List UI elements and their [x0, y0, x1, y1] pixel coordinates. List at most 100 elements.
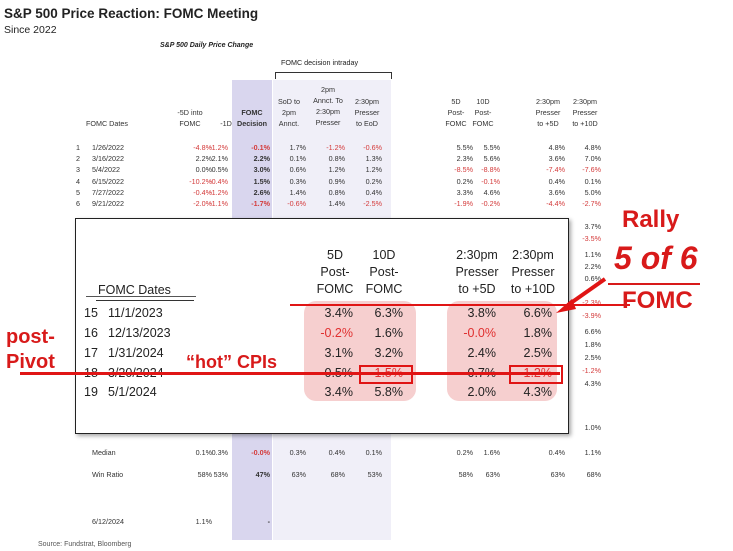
panel-cell-d5: -0.2%: [320, 326, 353, 340]
intraday-bracket: [275, 72, 392, 79]
edge-cell: 1.1%: [584, 250, 601, 259]
hot-cpi-line: [20, 372, 560, 375]
table-cell: 5.0%: [584, 188, 601, 197]
edge-cell: -3.9%: [582, 311, 601, 320]
summary-cell: 58%: [197, 470, 212, 479]
panel-cell-d5: 3.4%: [324, 306, 354, 320]
edge-cell: 4.3%: [584, 379, 601, 388]
edge-cell: 6.6%: [584, 327, 601, 336]
table-subtitle: S&P 500 Daily Price Change: [160, 42, 254, 49]
panel-cell-p10: 1.8%: [523, 326, 553, 340]
page-subtitle: Since 2022: [4, 24, 57, 36]
intraday-header: FOMC decision intraday: [281, 58, 359, 67]
callout-hot-cpis: “hot” CPIs: [186, 352, 278, 372]
panel-cell-d5: 3.1%: [324, 346, 354, 360]
table-cell: -4.4%: [546, 199, 565, 208]
summary-cell: 0.1%: [365, 448, 382, 457]
hdr-minus1d: -1D: [220, 119, 232, 128]
table-cell: 1.2%: [365, 165, 382, 174]
last-row-cell: 1.1%: [195, 517, 212, 526]
panel-cell-d5: 3.4%: [324, 385, 354, 399]
panel-cell-d10: 3.2%: [374, 346, 404, 360]
title-text: S&P 500 Price Reaction: FOMC Meeting: [4, 6, 259, 21]
page-title: S&P 500 Price Reaction: FOMC Meeting: [4, 6, 258, 21]
table-cell: 1.4%: [328, 199, 345, 208]
table-cell: 0.9%: [328, 177, 345, 186]
row-date: 9/21/2022: [92, 199, 124, 208]
edge-cell: 1.8%: [584, 340, 601, 349]
panel-cell-p10: 4.3%: [523, 385, 553, 399]
table-cell: 0.4%: [548, 177, 565, 186]
panel-row-date: 11/1/2023: [108, 306, 163, 320]
last-row-date: 6/12/2024: [92, 517, 124, 526]
table-cell: -1.2%: [209, 143, 228, 152]
table-cell: 2.2%: [253, 154, 270, 163]
table-cell: 3.0%: [253, 165, 270, 174]
dates-underline: [96, 300, 194, 301]
row-date: 6/15/2022: [92, 177, 124, 186]
edge-cell: -1.2%: [582, 366, 601, 375]
row-number: 5: [76, 188, 80, 197]
callout-post: post-: [6, 326, 55, 348]
row-number: 2: [76, 154, 80, 163]
edge-cell: -3.5%: [582, 234, 601, 243]
table-cell: 4.8%: [548, 143, 565, 152]
panel-row-number: 16: [84, 326, 98, 340]
callout-pivot: Pivot: [6, 351, 55, 373]
row-number: 3: [76, 165, 80, 174]
callout-rally: Rally: [622, 206, 680, 233]
table-cell: 5.5%: [456, 143, 473, 152]
callout-divider: [608, 283, 700, 285]
table-cell: -1.2%: [326, 143, 345, 152]
table-cell: 0.0%: [195, 165, 212, 174]
panel-cell-d10: 1.6%: [374, 326, 404, 340]
table-cell: 0.6%: [289, 165, 306, 174]
row-date: 1/26/2022: [92, 143, 124, 152]
panel-cell-p10: 2.5%: [523, 346, 553, 360]
source-note: Source: Fundstrat, Bloomberg: [38, 541, 132, 548]
table-cell: -1.1%: [209, 199, 228, 208]
edge-cell: 3.7%: [584, 222, 601, 231]
panel-row-number: 19: [84, 385, 98, 399]
table-cell: 2.3%: [456, 154, 473, 163]
table-cell: 0.1%: [289, 154, 306, 163]
row-date: 5/4/2022: [92, 165, 120, 174]
panel-row-number: 15: [84, 306, 98, 320]
dates-baseline: [86, 296, 196, 297]
table-cell: -0.1%: [251, 143, 270, 152]
table-cell: -2.7%: [582, 199, 601, 208]
hdr-minus5d: -5D into FOMC: [177, 108, 203, 128]
summary-cell: 63%: [550, 470, 565, 479]
table-cell: -8.8%: [481, 165, 500, 174]
panel-cell-p10: 6.6%: [523, 306, 553, 320]
panel-row-date: 12/13/2023: [108, 326, 171, 340]
arrow-icon: [556, 277, 607, 313]
table-cell: 2.6%: [253, 188, 270, 197]
summary-cell: 0.2%: [456, 448, 473, 457]
table-cell: -4.8%: [193, 143, 212, 152]
last-row-cell: -: [267, 517, 270, 526]
table-cell: -1.2%: [209, 188, 228, 197]
summary-label: Win Ratio: [92, 470, 124, 479]
table-cell: 2.1%: [211, 154, 228, 163]
panel-cell-d10: 5.8%: [374, 385, 404, 399]
table-cell: -2.5%: [363, 199, 382, 208]
panel-header-dates: FOMC Dates: [98, 283, 171, 297]
edge-cell: -2.3%: [582, 298, 601, 307]
hdr-5d: 5D Post- FOMC: [445, 97, 467, 128]
callout-5-of-6: 5 of 6: [614, 240, 698, 276]
table-cell: 1.3%: [365, 154, 382, 163]
hdr-fomc-dates: FOMC Dates: [86, 119, 128, 128]
panel-cell-p5: 3.8%: [467, 306, 497, 320]
table-cell: 0.8%: [328, 188, 345, 197]
table-cell: -0.4%: [209, 177, 228, 186]
summary-cell: 53%: [367, 470, 382, 479]
summary-cell: 0.4%: [328, 448, 345, 457]
panel-row-date: 1/31/2024: [108, 346, 164, 360]
table-cell: -2.0%: [193, 199, 212, 208]
table-cell: -0.6%: [287, 199, 306, 208]
summary-cell: 0.1%: [195, 448, 212, 457]
table-cell: -7.4%: [546, 165, 565, 174]
table-cell: 1.5%: [253, 177, 270, 186]
panel-header-10d: 10D Post- FOMC: [365, 248, 403, 296]
